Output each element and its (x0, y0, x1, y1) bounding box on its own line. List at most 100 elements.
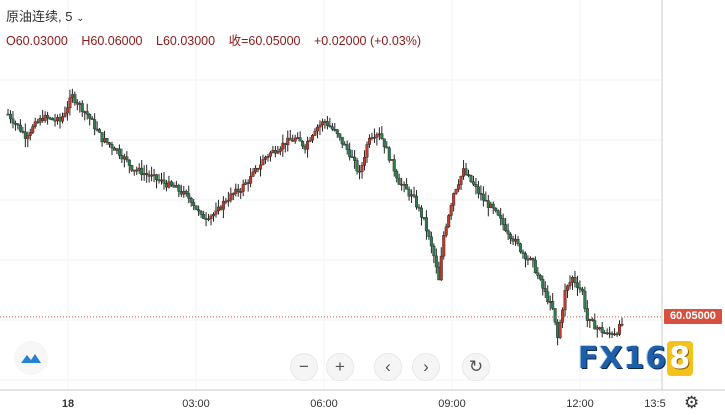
candle-down (501, 218, 505, 225)
candle-up (224, 200, 228, 203)
last-price-tag: 60.05000 (664, 309, 722, 325)
candle-down (395, 170, 399, 179)
candle-down (350, 156, 354, 159)
candle-up (278, 148, 282, 152)
gear-icon[interactable]: ⚙ (684, 393, 700, 412)
candle-down (615, 333, 619, 336)
close-value: 收=60.05000 (228, 34, 301, 48)
candle-down (333, 128, 337, 131)
change-value: +0.02000 (+0.03%) (314, 34, 422, 48)
zoom-out-button[interactable]: − (290, 353, 318, 381)
candle-down (8, 113, 12, 120)
candle-down (164, 183, 168, 188)
candle-up (595, 327, 599, 330)
candle-down (93, 119, 97, 130)
candle-down (432, 245, 436, 257)
candle-up (447, 215, 451, 228)
open-value: O60.03000 (6, 34, 68, 48)
candle-down (112, 147, 116, 151)
candle-up (241, 184, 245, 192)
candle-down (464, 168, 468, 175)
candle-down (556, 321, 560, 338)
candle-down (36, 121, 40, 124)
grid-lines (0, 0, 662, 390)
candle-down (471, 181, 475, 185)
candle-down (58, 117, 62, 122)
candle-up (444, 226, 448, 236)
minus-icon: − (299, 357, 309, 376)
scroll-right-button[interactable]: › (412, 353, 440, 381)
candle-up (83, 111, 87, 113)
candle-up (122, 156, 126, 160)
candle-up (214, 210, 218, 215)
candle-down (199, 210, 203, 215)
candle-up (231, 193, 235, 195)
candle-up (311, 135, 315, 141)
x-tick-label: 18 (61, 398, 75, 410)
chevron-down-icon[interactable]: ⌄ (76, 13, 85, 24)
candle-down (415, 195, 419, 208)
candle-up (115, 148, 119, 151)
candle-down (328, 125, 332, 127)
candle-up (63, 112, 67, 117)
candle-up (31, 126, 35, 133)
candle-down (518, 243, 522, 253)
candle-down (551, 301, 555, 309)
zoom-in-button[interactable]: + (326, 353, 354, 381)
candle-down (172, 184, 176, 188)
candle-down (509, 233, 513, 239)
candle-up (28, 132, 32, 136)
scroll-left-button[interactable]: ‹ (374, 353, 402, 381)
candle-up (410, 194, 414, 197)
tradingview-logo-button[interactable] (14, 341, 48, 375)
cloud-chart-icon (21, 354, 41, 363)
candle-down (120, 155, 124, 160)
candle-up (457, 184, 461, 190)
candle-down (382, 138, 386, 148)
candle-down (48, 117, 52, 120)
candle-down (288, 137, 292, 141)
candle-up (360, 165, 364, 172)
candle-down (583, 290, 587, 309)
candle-down (53, 119, 57, 122)
candle-down (474, 184, 478, 187)
candle-up (400, 183, 404, 186)
candle-down (407, 189, 411, 197)
candle-down (434, 255, 438, 268)
candle-down (402, 183, 406, 186)
candle-down (343, 143, 347, 146)
candle-down (85, 111, 89, 115)
candle-down (531, 257, 535, 261)
candle-down (603, 332, 607, 334)
x-tick-label: 13:5 (644, 398, 666, 410)
candle-down (345, 144, 349, 150)
candle-down (147, 174, 151, 177)
candle-up (263, 156, 267, 160)
candle-down (301, 141, 305, 147)
candle-down (100, 132, 104, 143)
candle-down (481, 193, 485, 201)
candle-down (469, 174, 473, 182)
candle-down (397, 177, 401, 185)
candle-down (553, 308, 557, 323)
candle-down (358, 170, 362, 173)
candle-down (273, 150, 277, 154)
plus-icon: + (335, 357, 345, 376)
candle-up (372, 136, 376, 139)
candle-up (103, 138, 107, 143)
candle-down (338, 133, 342, 138)
candle-up (254, 168, 258, 173)
candle-up (367, 138, 371, 145)
candle-down (204, 218, 208, 220)
candle-down (580, 288, 584, 292)
candle-down (21, 130, 25, 133)
reset-chart-button[interactable]: ↻ (462, 353, 490, 381)
symbol-title[interactable]: 原油连续, 5 (6, 9, 73, 24)
candle-up (320, 121, 324, 126)
candle-down (467, 174, 471, 176)
candle-down (385, 146, 389, 149)
brand-accent: 8 (667, 341, 694, 376)
candle-down (429, 236, 433, 247)
candle-down (189, 198, 193, 203)
